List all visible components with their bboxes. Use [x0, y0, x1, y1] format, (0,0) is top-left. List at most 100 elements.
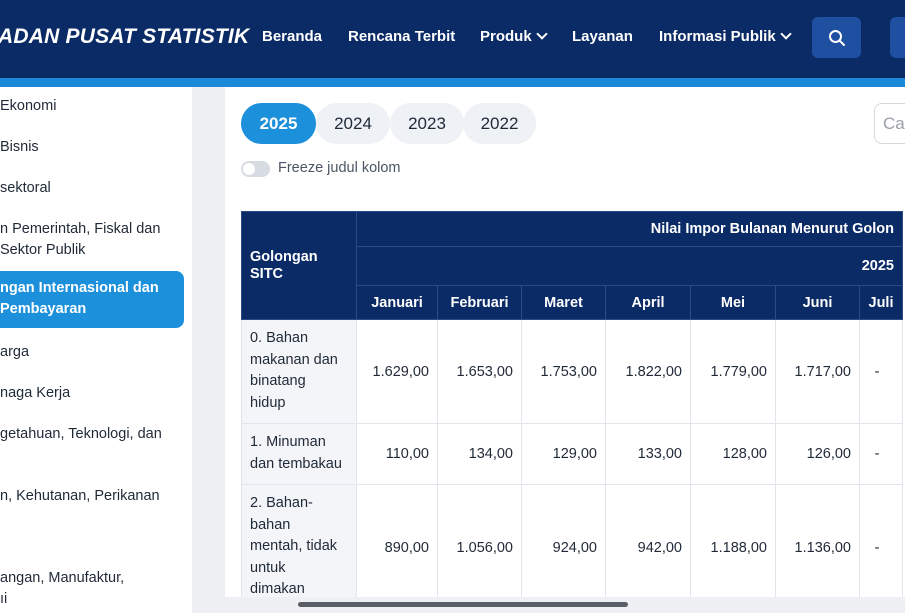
sidebar-item-bisnis[interactable]: Bisnis [0, 137, 184, 158]
row-label-line: 2. Bahan- [250, 495, 313, 511]
row-label-line: mentah, tidak [250, 538, 338, 554]
row-label-line: 1. Minuman [250, 434, 326, 450]
sidebar-item-ekonomi[interactable]: Ekonomi [0, 96, 184, 117]
value-cell: 128,00 [690, 423, 776, 485]
value-cell: 1.188,00 [690, 484, 776, 597]
row-label-line: untuk [250, 559, 286, 576]
header-edge-button[interactable] [890, 17, 905, 58]
row-label-cell: 1. Minuman dan tembakau [241, 423, 357, 485]
row-label-cell: 0. Bahan makanan dan binatang hidup [241, 319, 357, 424]
nav-layanan-label: Layanan [572, 28, 633, 45]
top-header: ADAN PUSAT STATISTIK Beranda Rencana Ter… [0, 0, 905, 78]
category-sidebar: Ekonomi Bisnis sektoral n Pemerintah, Fi… [0, 87, 192, 613]
year-tab-2024[interactable]: 2024 [316, 103, 390, 144]
row-label-line: bahan [250, 516, 291, 533]
column-header-juli: Juli [859, 285, 903, 320]
nav-informasi-publik-label: Informasi Publik [659, 28, 776, 45]
import-data-table: Golongan SITC Nilai Impor Bulanan Menuru… [241, 211, 903, 597]
row-header-golongan: Golongan SITC [241, 211, 357, 320]
value-cell: 1.753,00 [521, 319, 606, 424]
search-placeholder: Ca [883, 114, 905, 133]
brand-title[interactable]: ADAN PUSAT STATISTIK [0, 25, 250, 48]
value-cell: - [859, 423, 903, 485]
value-cell: 133,00 [605, 423, 691, 485]
sidebar-item-label: Sektor Publik [0, 242, 86, 258]
value-cell: 1.779,00 [690, 319, 776, 424]
nav-produk[interactable]: Produk [480, 28, 548, 45]
nav-rencana-terbit[interactable]: Rencana Terbit [348, 28, 455, 45]
sidebar-item-label: n, Kehutanan, Perikanan [0, 488, 160, 504]
table-row: 0. Bahan makanan dan binatang hidup 1.62… [241, 319, 903, 424]
nav-informasi-publik[interactable]: Informasi Publik [659, 28, 792, 45]
row-label-line: makanan dan [250, 351, 338, 368]
search-button[interactable] [812, 17, 861, 58]
sidebar-item-label: arga [0, 344, 30, 360]
value-cell: 1.136,00 [775, 484, 860, 597]
year-tab-2023[interactable]: 2023 [390, 103, 464, 144]
sidebar-item-label: getahuan, Teknologi, dan [0, 426, 162, 442]
value-cell: 942,00 [605, 484, 691, 597]
value-cell: 129,00 [521, 423, 606, 485]
table-year-label: 2025 [356, 246, 903, 286]
sidebar-item-label: Pembayaran [0, 301, 87, 317]
table-row: 1. Minuman dan tembakau 110,00 134,00 12… [241, 423, 903, 485]
row-label-line: dimakan [250, 581, 305, 597]
value-cell: 890,00 [356, 484, 438, 597]
year-tab-2022[interactable]: 2022 [463, 103, 536, 144]
sidebar-item-harga[interactable]: arga [0, 342, 184, 363]
value-cell: 924,00 [521, 484, 606, 597]
value-cell: 1.056,00 [437, 484, 522, 597]
column-header-mei: Mei [690, 285, 776, 320]
row-label-line: hidup [250, 394, 286, 411]
year-tab-2025[interactable]: 2025 [241, 103, 316, 144]
year-tab-label: 2024 [334, 113, 372, 133]
sidebar-item-keuangan-pemerintah[interactable]: n Pemerintah, Fiskal dan Sektor Publik [0, 219, 184, 261]
sidebar-item-sektoral[interactable]: sektoral [0, 178, 184, 199]
sidebar-item-tenaga-kerja[interactable]: naga Kerja [0, 383, 184, 404]
row-label-line: dan tembakau [250, 455, 342, 472]
header-accent-stripe [0, 78, 905, 87]
value-cell: 1.629,00 [356, 319, 438, 424]
table-row: 2. Bahan- bahan mentah, tidak untuk dima… [241, 484, 903, 597]
value-cell: 1.717,00 [775, 319, 860, 424]
year-tab-label: 2025 [259, 113, 298, 133]
row-header-line: SITC [250, 265, 284, 282]
nav-produk-label: Produk [480, 28, 532, 45]
column-header-maret: Maret [521, 285, 606, 320]
year-tab-label: 2022 [480, 113, 519, 133]
sidebar-item-label: sektoral [0, 180, 51, 196]
nav-layanan[interactable]: Layanan [572, 28, 633, 45]
sidebar-item-label: Bisnis [0, 139, 39, 155]
sidebar-item-ilmu-pengetahuan[interactable]: getahuan, Teknologi, dan [0, 424, 184, 445]
freeze-header-label: Freeze judul kolom [278, 160, 401, 176]
freeze-header-toggle[interactable] [241, 161, 270, 177]
value-cell: 1.653,00 [437, 319, 522, 424]
nav-beranda[interactable]: Beranda [262, 28, 322, 45]
nav-beranda-label: Beranda [262, 28, 323, 45]
value-cell: - [859, 319, 903, 424]
row-label-line: 0. Bahan [250, 330, 309, 346]
sidebar-item-label: naga Kerja [0, 385, 71, 401]
sidebar-item-label: n Pemerintah, Fiskal dan [0, 221, 161, 237]
horizontal-scrollbar[interactable] [298, 602, 628, 607]
chevron-down-icon [536, 28, 548, 40]
value-cell: 110,00 [356, 423, 438, 485]
sidebar-item-pertambangan[interactable]: angan, Manufaktur, ıi [0, 568, 184, 610]
row-label-cell: 2. Bahan- bahan mentah, tidak untuk dima… [241, 484, 357, 597]
value-cell: - [859, 484, 903, 597]
column-header-juni: Juni [775, 285, 860, 320]
value-cell: 134,00 [437, 423, 522, 485]
sidebar-item-label: angan, Manufaktur, [0, 570, 125, 586]
value-cell: 1.822,00 [605, 319, 691, 424]
sidebar-item-label: Ekonomi [0, 98, 57, 114]
table-super-title: Nilai Impor Bulanan Menurut Golon [356, 211, 903, 247]
sidebar-item-pertanian[interactable]: n, Kehutanan, Perikanan [0, 486, 184, 507]
sidebar-item-perdagangan-internasional[interactable]: ngan Internasional dan Pembayaran [0, 271, 184, 328]
table-search-input[interactable]: Ca [874, 103, 905, 144]
value-cell: 126,00 [775, 423, 860, 485]
search-icon [828, 29, 845, 46]
nav-rencana-terbit-label: Rencana Terbit [348, 28, 456, 45]
chevron-down-icon [780, 28, 792, 40]
year-tab-label: 2023 [408, 113, 446, 133]
row-header-line: Golongan [250, 248, 318, 265]
